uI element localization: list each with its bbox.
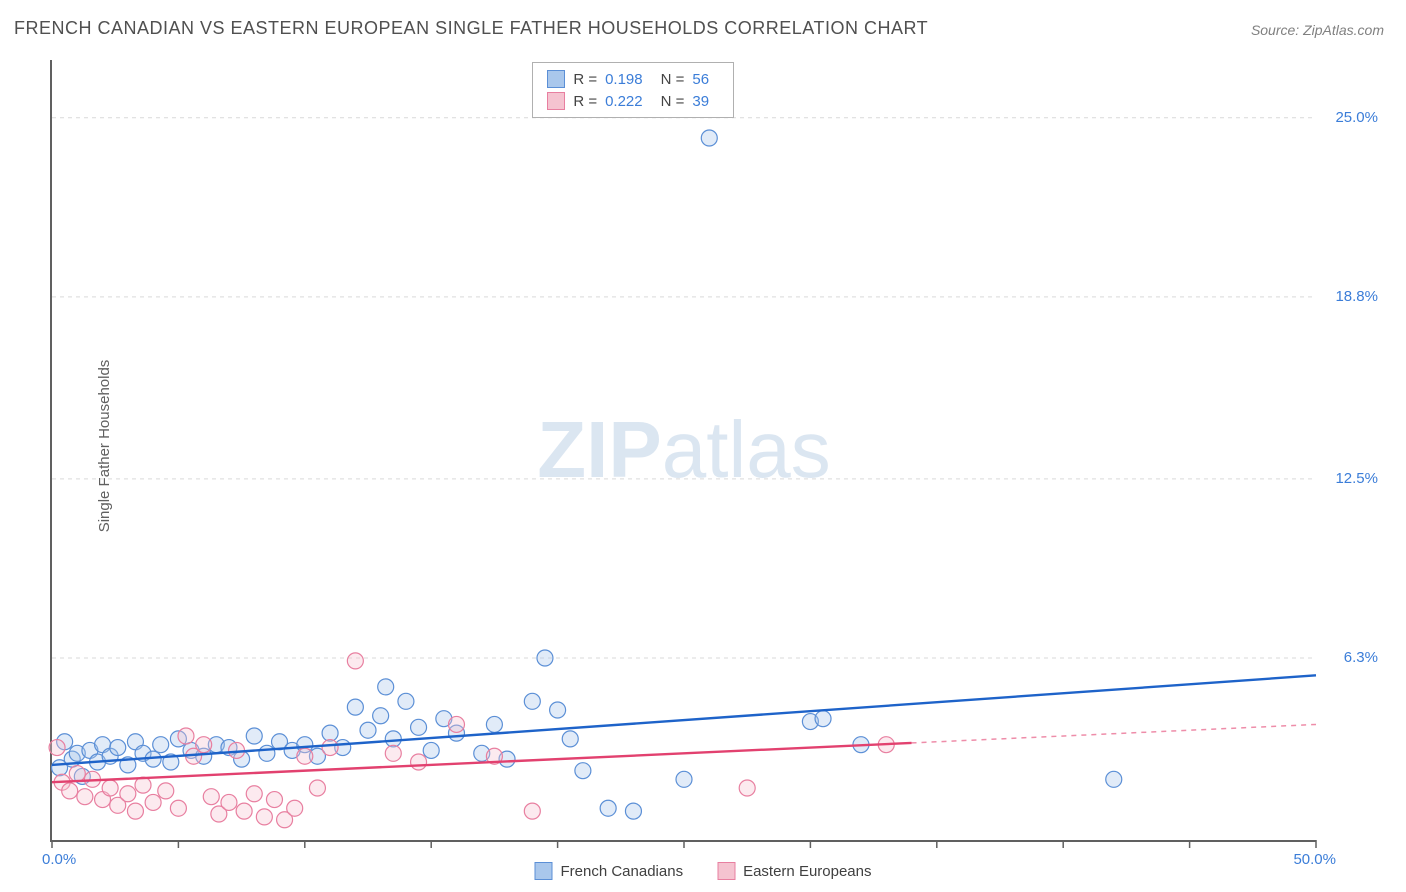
r-value-1: 0.222 — [605, 93, 643, 110]
stats-row-series-1: R = 0.222 N = 39 — [547, 90, 719, 112]
r-label-0: R = — [573, 71, 597, 88]
n-value-0: 56 — [692, 71, 709, 88]
y-tick-label: 25.0% — [1335, 109, 1378, 126]
swatch-series-0 — [547, 70, 565, 88]
legend-label-1: Eastern Europeans — [743, 863, 871, 880]
chart-title: FRENCH CANADIAN VS EASTERN EUROPEAN SING… — [14, 18, 928, 39]
r-label-1: R = — [573, 93, 597, 110]
legend-swatch-1 — [717, 862, 735, 880]
r-value-0: 0.198 — [605, 71, 643, 88]
swatch-series-1 — [547, 92, 565, 110]
n-value-1: 39 — [692, 93, 709, 110]
legend-item-1: Eastern Europeans — [717, 862, 871, 880]
legend-swatch-0 — [535, 862, 553, 880]
legend-item-0: French Canadians — [535, 862, 684, 880]
chart-container: FRENCH CANADIAN VS EASTERN EUROPEAN SING… — [0, 0, 1406, 892]
y-tick-label: 12.5% — [1335, 470, 1378, 487]
x-axis-max-label: 50.0% — [1293, 851, 1336, 868]
source-prefix: Source: — [1251, 22, 1303, 38]
y-tick-label: 18.8% — [1335, 288, 1378, 305]
y-tick-label: 6.3% — [1344, 649, 1378, 666]
stats-row-series-0: R = 0.198 N = 56 — [547, 68, 719, 90]
x-axis-min-label: 0.0% — [42, 851, 76, 868]
source-attribution: Source: ZipAtlas.com — [1251, 22, 1384, 38]
bottom-legend: French Canadians Eastern Europeans — [535, 862, 872, 880]
plot-svg — [52, 60, 1316, 840]
n-label-1: N = — [661, 93, 685, 110]
n-label-0: N = — [661, 71, 685, 88]
legend-label-0: French Canadians — [561, 863, 684, 880]
stats-legend: R = 0.198 N = 56 R = 0.222 N = 39 — [532, 62, 734, 118]
plot-area: ZIPatlas R = 0.198 N = 56 R = 0.222 N = … — [50, 60, 1316, 842]
source-link[interactable]: ZipAtlas.com — [1303, 22, 1384, 38]
